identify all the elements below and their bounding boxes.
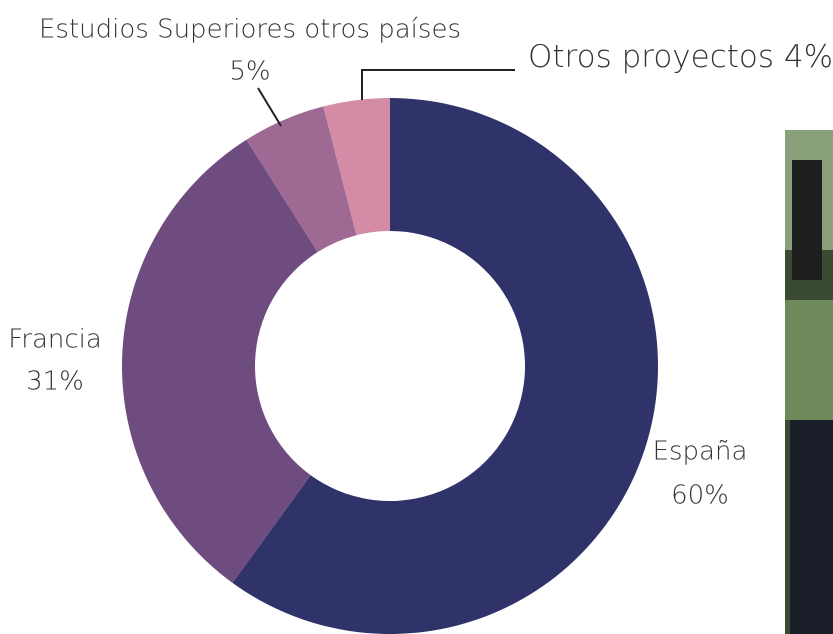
slice-label: Otros proyectos [528,39,774,75]
value-label: 60% [671,481,729,511]
donut-slice [323,98,390,236]
slice-label-group: Otros proyectos 4% [528,39,833,75]
value-label: 31% [26,367,84,397]
slice-label: Estudios Superiores otros países [39,15,461,45]
value-label: 5% [229,57,270,87]
slice-label: Francia [8,325,102,355]
slice-label: España [653,437,748,467]
donut-slice [232,98,658,634]
value-label: 4% [784,39,833,75]
donut-slice [122,139,318,583]
photo [785,130,833,634]
leader-line [361,69,515,100]
leader-line [257,87,282,127]
donut-slice [246,106,357,253]
